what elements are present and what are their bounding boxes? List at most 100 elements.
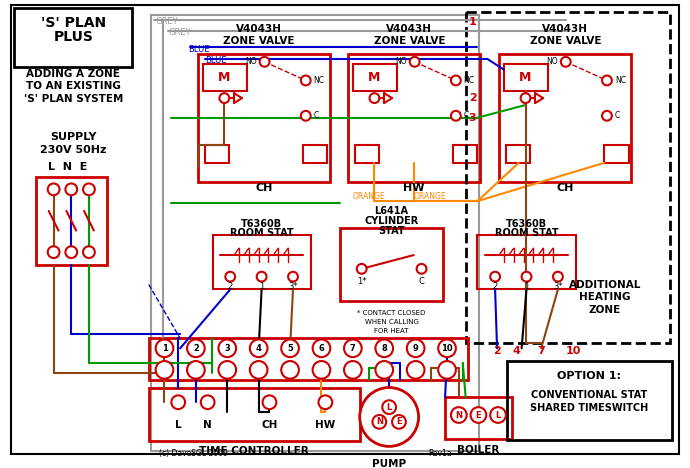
Text: V4043H: V4043H [542, 24, 589, 35]
Circle shape [250, 339, 268, 357]
Text: STAT: STAT [378, 226, 405, 235]
Text: 3*: 3* [553, 282, 563, 291]
Circle shape [375, 339, 393, 357]
Text: BOILER: BOILER [457, 446, 500, 455]
Circle shape [282, 339, 299, 357]
Text: NC: NC [464, 76, 475, 85]
Circle shape [602, 111, 612, 121]
Text: ZONE VALVE: ZONE VALVE [529, 36, 601, 46]
Circle shape [490, 272, 500, 282]
Text: 10: 10 [566, 346, 581, 356]
Text: BLUE: BLUE [205, 56, 226, 66]
Text: 2: 2 [493, 346, 501, 356]
Text: NC: NC [615, 76, 626, 85]
Circle shape [250, 361, 268, 379]
Bar [149, 388, 359, 441]
Circle shape [201, 395, 215, 409]
Text: ZONE: ZONE [589, 305, 621, 315]
Text: 3: 3 [469, 113, 476, 123]
Circle shape [66, 246, 77, 258]
Circle shape [522, 272, 531, 282]
Text: 7: 7 [538, 346, 545, 356]
Text: C: C [615, 111, 620, 120]
Circle shape [407, 339, 424, 357]
Bar [445, 397, 512, 439]
Text: 1: 1 [524, 282, 529, 291]
Text: 1: 1 [259, 282, 264, 291]
Text: ADDING A ZONE: ADDING A ZONE [26, 69, 120, 79]
Text: 2: 2 [193, 344, 199, 353]
Bar [203, 64, 247, 91]
Circle shape [313, 361, 331, 379]
Circle shape [373, 415, 386, 429]
Circle shape [219, 361, 236, 379]
Circle shape [263, 395, 276, 409]
Text: CH: CH [262, 420, 277, 430]
Bar [477, 235, 575, 289]
Text: ROOM STAT: ROOM STAT [230, 228, 293, 239]
Circle shape [344, 361, 362, 379]
Circle shape [219, 339, 236, 357]
Text: M: M [218, 71, 230, 84]
Text: N: N [455, 410, 462, 419]
Text: 'S' PLAN: 'S' PLAN [41, 15, 106, 29]
Circle shape [417, 264, 426, 274]
Text: 10: 10 [441, 344, 453, 353]
Bar [340, 227, 443, 301]
Circle shape [451, 75, 461, 85]
Text: ADDITIONAL: ADDITIONAL [569, 279, 641, 290]
Text: NO: NO [245, 57, 257, 66]
Text: 230V 50Hz: 230V 50Hz [40, 145, 106, 155]
Circle shape [490, 407, 506, 423]
Text: 6: 6 [319, 344, 324, 353]
Text: Rev1a: Rev1a [428, 449, 452, 458]
Bar [14, 8, 132, 67]
Text: 4: 4 [256, 344, 262, 353]
Text: 9: 9 [413, 344, 419, 353]
Bar [36, 176, 106, 265]
Text: * CONTACT CLOSED: * CONTACT CLOSED [357, 310, 426, 316]
Text: L: L [175, 420, 181, 430]
Text: T6360B: T6360B [506, 219, 547, 229]
Text: NO: NO [546, 57, 558, 66]
Text: 2: 2 [493, 282, 497, 291]
Circle shape [451, 111, 461, 121]
Circle shape [357, 264, 366, 274]
Circle shape [259, 57, 270, 67]
Circle shape [288, 272, 298, 282]
Text: OPTION 1:: OPTION 1: [558, 371, 621, 381]
Text: C: C [314, 111, 319, 120]
Text: CH: CH [255, 183, 273, 193]
Text: GREY: GREY [168, 28, 191, 37]
Circle shape [187, 339, 205, 357]
Text: N: N [204, 420, 212, 430]
Text: GREY: GREY [156, 17, 178, 26]
Text: CONVENTIONAL STAT: CONVENTIONAL STAT [531, 390, 647, 401]
Circle shape [602, 75, 612, 85]
Text: SUPPLY: SUPPLY [50, 132, 97, 142]
Circle shape [375, 361, 393, 379]
Text: BLUE: BLUE [188, 44, 210, 53]
Text: 1: 1 [161, 344, 168, 353]
Circle shape [83, 183, 95, 195]
Circle shape [407, 361, 424, 379]
Circle shape [301, 111, 310, 121]
Circle shape [319, 395, 333, 409]
Bar [213, 235, 310, 289]
Bar [499, 54, 631, 182]
Bar [205, 145, 229, 163]
Text: ORANGE: ORANGE [414, 192, 446, 201]
Text: V4043H: V4043H [236, 24, 282, 35]
Text: ROOM STAT: ROOM STAT [495, 228, 558, 239]
Text: 7: 7 [350, 344, 356, 353]
Bar [453, 145, 477, 163]
Bar [353, 64, 397, 91]
Text: TIME CONTROLLER: TIME CONTROLLER [199, 446, 309, 456]
Circle shape [451, 407, 466, 423]
Circle shape [219, 93, 229, 103]
Text: FOR HEAT: FOR HEAT [375, 328, 409, 334]
Text: ZONE VALVE: ZONE VALVE [224, 36, 295, 46]
Bar [149, 338, 468, 380]
Text: HW: HW [315, 420, 335, 430]
Text: 2: 2 [228, 282, 233, 291]
